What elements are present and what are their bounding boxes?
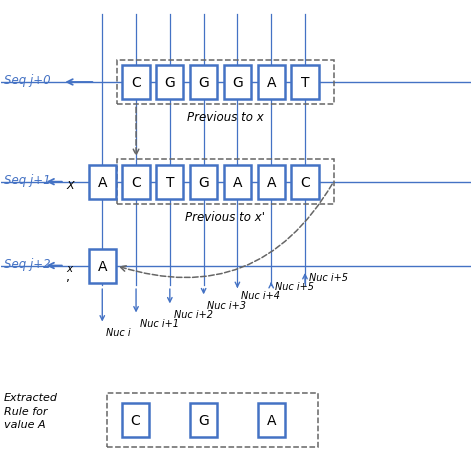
Bar xyxy=(156,165,184,199)
Text: C: C xyxy=(300,175,310,189)
Bar xyxy=(156,66,184,100)
Bar xyxy=(117,61,334,105)
Text: x: x xyxy=(66,263,72,273)
Text: A: A xyxy=(266,413,276,427)
Text: Extracted
Rule for
value A: Extracted Rule for value A xyxy=(4,393,58,429)
Bar xyxy=(190,403,217,437)
Text: G: G xyxy=(232,76,243,90)
Bar xyxy=(121,403,149,437)
Text: G: G xyxy=(198,76,209,90)
Bar xyxy=(224,66,251,100)
FancyArrowPatch shape xyxy=(133,108,139,156)
Text: X: X xyxy=(66,181,74,191)
Bar xyxy=(122,66,150,100)
Text: A: A xyxy=(98,175,107,189)
Text: Previous to x': Previous to x' xyxy=(185,210,265,223)
Text: Nuc i+4: Nuc i+4 xyxy=(241,291,280,301)
Text: Previous to x: Previous to x xyxy=(187,111,263,124)
FancyArrowPatch shape xyxy=(120,185,332,278)
Bar xyxy=(224,165,251,199)
Text: T: T xyxy=(301,76,309,90)
Bar xyxy=(89,249,116,283)
Bar xyxy=(258,403,285,437)
Text: G: G xyxy=(198,413,209,427)
Text: A: A xyxy=(266,175,276,189)
Text: Seq j+0: Seq j+0 xyxy=(4,74,51,87)
Bar xyxy=(291,165,319,199)
Text: Seq j+2: Seq j+2 xyxy=(4,257,51,270)
Text: A: A xyxy=(98,259,107,273)
Bar xyxy=(190,165,217,199)
Text: G: G xyxy=(198,175,209,189)
Text: A: A xyxy=(233,175,242,189)
Bar xyxy=(122,165,150,199)
Bar xyxy=(89,165,116,199)
Text: C: C xyxy=(131,175,141,189)
Text: Nuc i+2: Nuc i+2 xyxy=(174,309,212,319)
Text: Nuc i+5: Nuc i+5 xyxy=(309,273,348,283)
Text: C: C xyxy=(130,413,140,427)
Text: Nuc i+3: Nuc i+3 xyxy=(207,300,246,310)
Text: Nuc i+1: Nuc i+1 xyxy=(140,318,179,328)
Text: Nuc i+5: Nuc i+5 xyxy=(275,282,314,292)
Bar xyxy=(190,66,217,100)
Text: T: T xyxy=(166,175,174,189)
Text: Nuc i: Nuc i xyxy=(106,327,131,337)
Bar xyxy=(291,66,319,100)
Text: Seq j+1: Seq j+1 xyxy=(4,173,51,187)
Text: C: C xyxy=(131,76,141,90)
Bar xyxy=(258,66,285,100)
Bar xyxy=(107,393,318,447)
Bar xyxy=(117,160,334,205)
Text: G: G xyxy=(164,76,175,90)
Bar xyxy=(258,165,285,199)
Text: A: A xyxy=(266,76,276,90)
Text: ,: , xyxy=(66,271,70,284)
